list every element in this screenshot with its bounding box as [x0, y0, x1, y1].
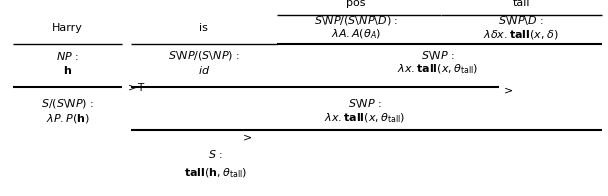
- Text: $\mathit{S{\backslash}NP/(S{\backslash}NP{\backslash}D)}$ :: $\mathit{S{\backslash}NP/(S{\backslash}N…: [314, 14, 398, 27]
- Text: $\mathbf{h}$: $\mathbf{h}$: [63, 64, 72, 76]
- Text: $\mathbf{tall}(\mathbf{h}, \theta_{\mathrm{tall}})$: $\mathbf{tall}(\mathbf{h}, \theta_{\math…: [184, 167, 247, 180]
- Text: $\lambda x.\mathbf{tall}(x, \theta_{\mathrm{tall}})$: $\lambda x.\mathbf{tall}(x, \theta_{\mat…: [397, 63, 478, 76]
- Text: $\mathit{S{\backslash}NP}$ :: $\mathit{S{\backslash}NP}$ :: [421, 49, 455, 62]
- Text: $\lambda P.P(\mathbf{h})$: $\lambda P.P(\mathbf{h})$: [46, 112, 89, 125]
- Text: $>$T: $>$T: [125, 81, 146, 93]
- Text: $>$: $>$: [501, 86, 513, 96]
- Text: $\mathit{S{\backslash}NP/(S{\backslash}NP)}$ :: $\mathit{S{\backslash}NP/(S{\backslash}N…: [168, 49, 240, 62]
- Text: tall: tall: [513, 0, 530, 8]
- Text: $>$: $>$: [604, 43, 608, 53]
- Text: $\mathit{id}$: $\mathit{id}$: [198, 64, 210, 76]
- Text: $\mathit{S}$ :: $\mathit{S}$ :: [209, 148, 223, 160]
- Text: Harry: Harry: [52, 23, 83, 34]
- Text: $\mathit{S{\backslash}NP{\backslash}D}$ :: $\mathit{S{\backslash}NP{\backslash}D}$ …: [498, 14, 544, 27]
- Text: $\mathit{S{\backslash}NP}$ :: $\mathit{S{\backslash}NP}$ :: [348, 97, 382, 110]
- Text: $\lambda x.\mathbf{tall}(x, \theta_{\mathrm{tall}})$: $\lambda x.\mathbf{tall}(x, \theta_{\mat…: [324, 112, 406, 125]
- Text: is: is: [199, 23, 208, 34]
- Text: $\lambda A.A(\theta_A)$: $\lambda A.A(\theta_A)$: [331, 27, 381, 41]
- Text: pos: pos: [346, 0, 365, 8]
- Text: $\mathit{S/(S{\backslash}NP)}$ :: $\mathit{S/(S{\backslash}NP)}$ :: [41, 97, 94, 110]
- Text: $\lambda\delta x.\mathbf{tall}(x, \delta)$: $\lambda\delta x.\mathbf{tall}(x, \delta…: [483, 28, 559, 41]
- Text: $\mathit{NP}$ :: $\mathit{NP}$ :: [56, 50, 79, 62]
- Text: $>$: $>$: [240, 133, 252, 143]
